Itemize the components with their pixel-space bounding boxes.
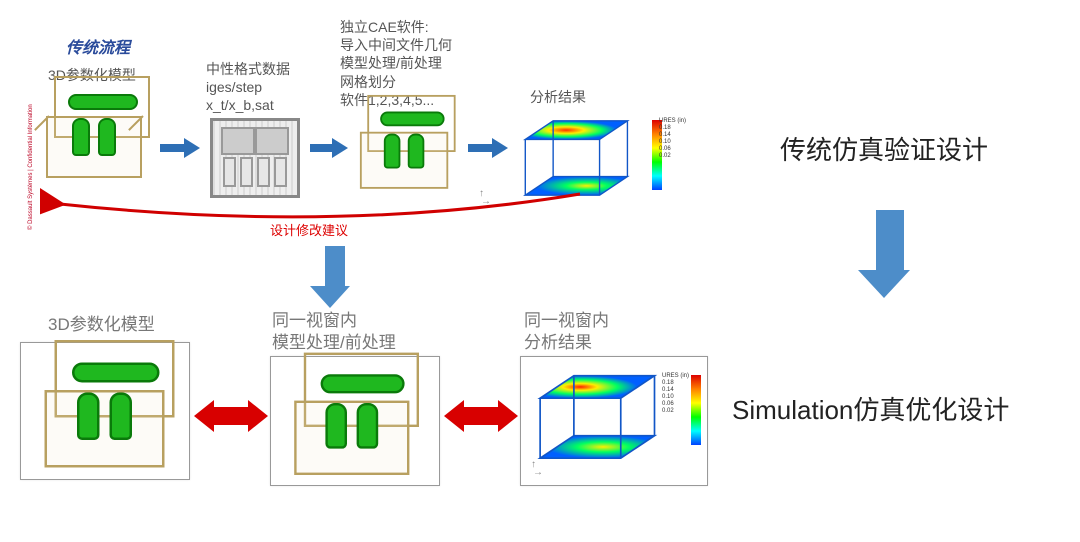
- bottom-step2-frame: [270, 356, 440, 486]
- bottom-step1-frame: [20, 342, 190, 480]
- bottom-step3-frame: URES (in) 0.18 0.14 0.10 0.06 0.02: [520, 356, 708, 486]
- bottom-step1-label: 3D参数化模型: [48, 314, 155, 336]
- right-down-arrow-icon: [870, 210, 910, 298]
- top-step4-label: 分析结果: [530, 88, 586, 106]
- right-title-bottom: Simulation仿真优化设计: [732, 390, 1009, 427]
- bottom-arrow-2-3-icon: [444, 400, 518, 432]
- middle-down-arrow-icon: [320, 246, 350, 308]
- bottom-step2-label: 同一视窗内 模型处理/前处理: [272, 310, 396, 354]
- bottom-colorbar-labels: URES (in) 0.18 0.14 0.10 0.06 0.02: [662, 373, 689, 415]
- top-flow-title: 传统流程: [66, 34, 130, 58]
- bottom-step3-label: 同一视窗内 分析结果: [524, 310, 609, 354]
- top-step1-model-icon: [40, 88, 150, 188]
- top-step2-label: 中性格式数据 iges/step x_t/x_b,sat: [206, 60, 290, 115]
- top-colorbar-labels: URES (in) 0.18 0.14 0.10 0.06 0.02: [659, 118, 686, 160]
- right-title-top: 传统仿真验证设计: [780, 130, 988, 167]
- top-feedback-label: 设计修改建议: [270, 220, 348, 239]
- side-copyright-text: © Dassault Systèmes | Confidential Infor…: [28, 104, 34, 230]
- bottom-arrow-1-2-icon: [194, 400, 268, 432]
